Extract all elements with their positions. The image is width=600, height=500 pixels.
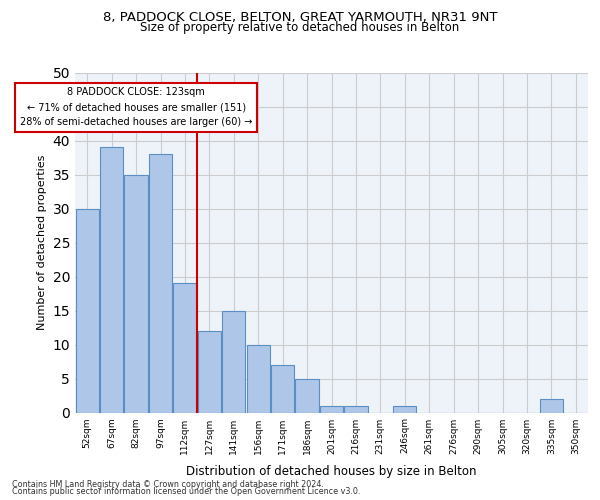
Text: Contains HM Land Registry data © Crown copyright and database right 2024.: Contains HM Land Registry data © Crown c…: [12, 480, 324, 489]
Text: Contains public sector information licensed under the Open Government Licence v3: Contains public sector information licen…: [12, 487, 361, 496]
Bar: [271, 365, 294, 412]
Bar: [124, 174, 148, 412]
Text: 8 PADDOCK CLOSE: 123sqm
← 71% of detached houses are smaller (151)
28% of semi-d: 8 PADDOCK CLOSE: 123sqm ← 71% of detache…: [20, 88, 252, 127]
Y-axis label: Number of detached properties: Number of detached properties: [37, 155, 47, 330]
Bar: [393, 406, 416, 412]
Bar: [295, 378, 319, 412]
Bar: [76, 208, 99, 412]
Bar: [540, 399, 563, 412]
Bar: [198, 331, 221, 412]
Text: Size of property relative to detached houses in Belton: Size of property relative to detached ho…: [140, 21, 460, 34]
Bar: [100, 148, 123, 412]
Bar: [247, 344, 270, 412]
Bar: [344, 406, 368, 412]
Bar: [173, 284, 197, 412]
Text: 8, PADDOCK CLOSE, BELTON, GREAT YARMOUTH, NR31 9NT: 8, PADDOCK CLOSE, BELTON, GREAT YARMOUTH…: [103, 11, 497, 24]
Bar: [320, 406, 343, 412]
Bar: [222, 310, 245, 412]
X-axis label: Distribution of detached houses by size in Belton: Distribution of detached houses by size …: [186, 465, 477, 478]
Bar: [149, 154, 172, 412]
